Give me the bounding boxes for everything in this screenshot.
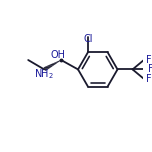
Text: F: F — [146, 55, 151, 65]
Text: F: F — [148, 64, 152, 74]
Text: NH$_2$: NH$_2$ — [34, 67, 54, 81]
Text: Cl: Cl — [83, 35, 93, 44]
Text: OH: OH — [51, 50, 66, 60]
Text: F: F — [146, 74, 151, 84]
